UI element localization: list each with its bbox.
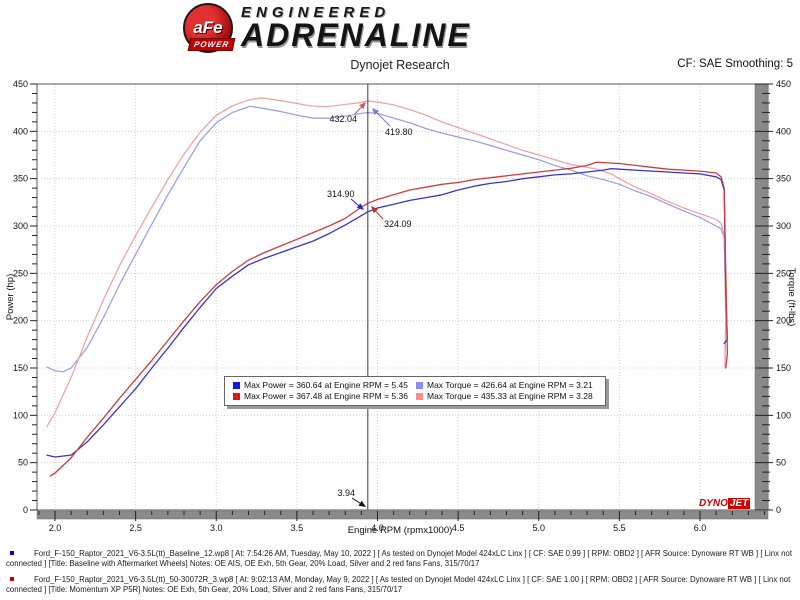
svg-text:250: 250	[13, 268, 28, 278]
run-info-line: connected ] [Title: Momentum XP P5R] Not…	[6, 584, 403, 594]
svg-text:4.0: 4.0	[371, 523, 384, 533]
run-info-line: connected ] [Title: Baseline with Afterm…	[6, 558, 480, 568]
right-axis-title: Torque (ft-lbs)	[786, 268, 797, 327]
svg-text:350: 350	[776, 174, 791, 184]
run-info-momentum: Ford_F-150_Raptor_2021_V6-3.5L(tt)_50-30…	[0, 575, 798, 594]
annotation-3.94: 3.94	[337, 488, 355, 498]
logo-engineered-text: ENGINEERED	[241, 4, 391, 21]
svg-text:250: 250	[776, 268, 791, 278]
legend-item-baseline-power: Max Power = 360.64 at Engine RPM = 5.45	[233, 380, 416, 391]
annotation-314.90: 314.90	[327, 189, 355, 199]
annotation-432.04: 432.04	[329, 114, 357, 124]
svg-text:2.5: 2.5	[129, 523, 142, 533]
svg-text:4.5: 4.5	[452, 523, 465, 533]
legend-swatch-momentum-power	[233, 393, 240, 400]
legend-label: Max Torque = 435.33 at Engine RPM = 3.28	[427, 391, 593, 401]
svg-text:300: 300	[776, 221, 791, 231]
run-info-line: Ford_F-150_Raptor_2021_V6-3.5L(tt)_Basel…	[34, 549, 792, 558]
svg-text:5.5: 5.5	[613, 523, 626, 533]
svg-text:3.0: 3.0	[210, 523, 223, 533]
svg-text:100: 100	[13, 410, 28, 420]
legend-swatch-baseline-power	[233, 382, 240, 389]
curve-momentum-power	[49, 161, 729, 477]
chart-title: Dynojet Research	[350, 58, 450, 72]
legend-item-momentum-power: Max Power = 367.48 at Engine RPM = 5.36	[233, 391, 416, 402]
dynojet-watermark-dyno: DYNO	[699, 498, 728, 509]
run-info-baseline: Ford_F-150_Raptor_2021_V6-3.5L(tt)_Basel…	[0, 549, 798, 568]
run-info-line: Ford_F-150_Raptor_2021_V6-3.5L(tt)_50-30…	[34, 575, 791, 584]
left-axis-title: Power (hp)	[5, 274, 16, 320]
curve-baseline-power	[46, 167, 729, 458]
afe-power-ribbon: POWER	[187, 38, 236, 51]
svg-text:50: 50	[18, 458, 28, 468]
afe-badge-text: aFe	[193, 18, 223, 37]
legend-swatch-momentum-torque	[416, 393, 423, 400]
annotation-324.09: 324.09	[384, 219, 412, 229]
svg-text:100: 100	[776, 410, 791, 420]
svg-text:400: 400	[776, 126, 791, 136]
svg-text:150: 150	[13, 363, 28, 373]
annotation-419.80: 419.80	[385, 127, 413, 137]
svg-text:0: 0	[23, 505, 28, 515]
run-bullet-baseline	[10, 551, 14, 555]
afe-power-logo: aFe POWER ENGINEERED ADRENALINE	[183, 3, 471, 57]
svg-text:2.0: 2.0	[49, 523, 62, 533]
svg-text:400: 400	[13, 126, 28, 136]
dynojet-watermark-jet: JET	[727, 498, 751, 509]
curve-baseline-torque	[46, 105, 727, 373]
svg-text:0: 0	[776, 505, 781, 515]
curve-momentum-torque	[46, 97, 727, 428]
svg-text:450: 450	[13, 79, 28, 89]
run-bullet-momentum	[10, 577, 14, 581]
legend-label: Max Torque = 426.64 at Engine RPM = 3.21	[427, 380, 593, 390]
legend-item-momentum-torque: Max Torque = 435.33 at Engine RPM = 3.28	[416, 391, 605, 402]
legend-label: Max Power = 367.48 at Engine RPM = 5.36	[244, 391, 408, 401]
dynojet-watermark: DYNO JET	[699, 498, 751, 509]
x-axis-title: Engine RPM (rpmx1000)	[348, 525, 453, 536]
svg-text:150: 150	[776, 363, 791, 373]
legend-swatch-baseline-torque	[416, 382, 423, 389]
correction-factor-label: CF: SAE Smoothing: 5	[677, 58, 793, 70]
dyno-chart-plot[interactable]: 0 0 50 50 100 100 150 150 200 200 250 250 300 300 350 3…	[0, 75, 800, 545]
max-values-legend: Max Power = 360.64 at Engine RPM = 5.45 …	[224, 376, 606, 406]
legend-item-baseline-torque: Max Torque = 426.64 at Engine RPM = 3.21	[416, 380, 605, 391]
svg-text:50: 50	[776, 458, 786, 468]
svg-text:350: 350	[13, 174, 28, 184]
svg-text:300: 300	[13, 221, 28, 231]
svg-text:6.0: 6.0	[694, 523, 707, 533]
svg-text:3.5: 3.5	[291, 523, 304, 533]
logo-wordmark: ENGINEERED ADRENALINE	[241, 5, 471, 51]
svg-text:450: 450	[776, 79, 791, 89]
svg-text:200: 200	[776, 316, 791, 326]
svg-text:5.0: 5.0	[532, 523, 545, 533]
legend-label: Max Power = 360.64 at Engine RPM = 5.45	[244, 380, 408, 390]
afe-badge-icon: aFe POWER	[183, 3, 236, 53]
logo-adrenaline-text: ADRENALINE	[241, 17, 471, 53]
svg-text:200: 200	[13, 316, 28, 326]
